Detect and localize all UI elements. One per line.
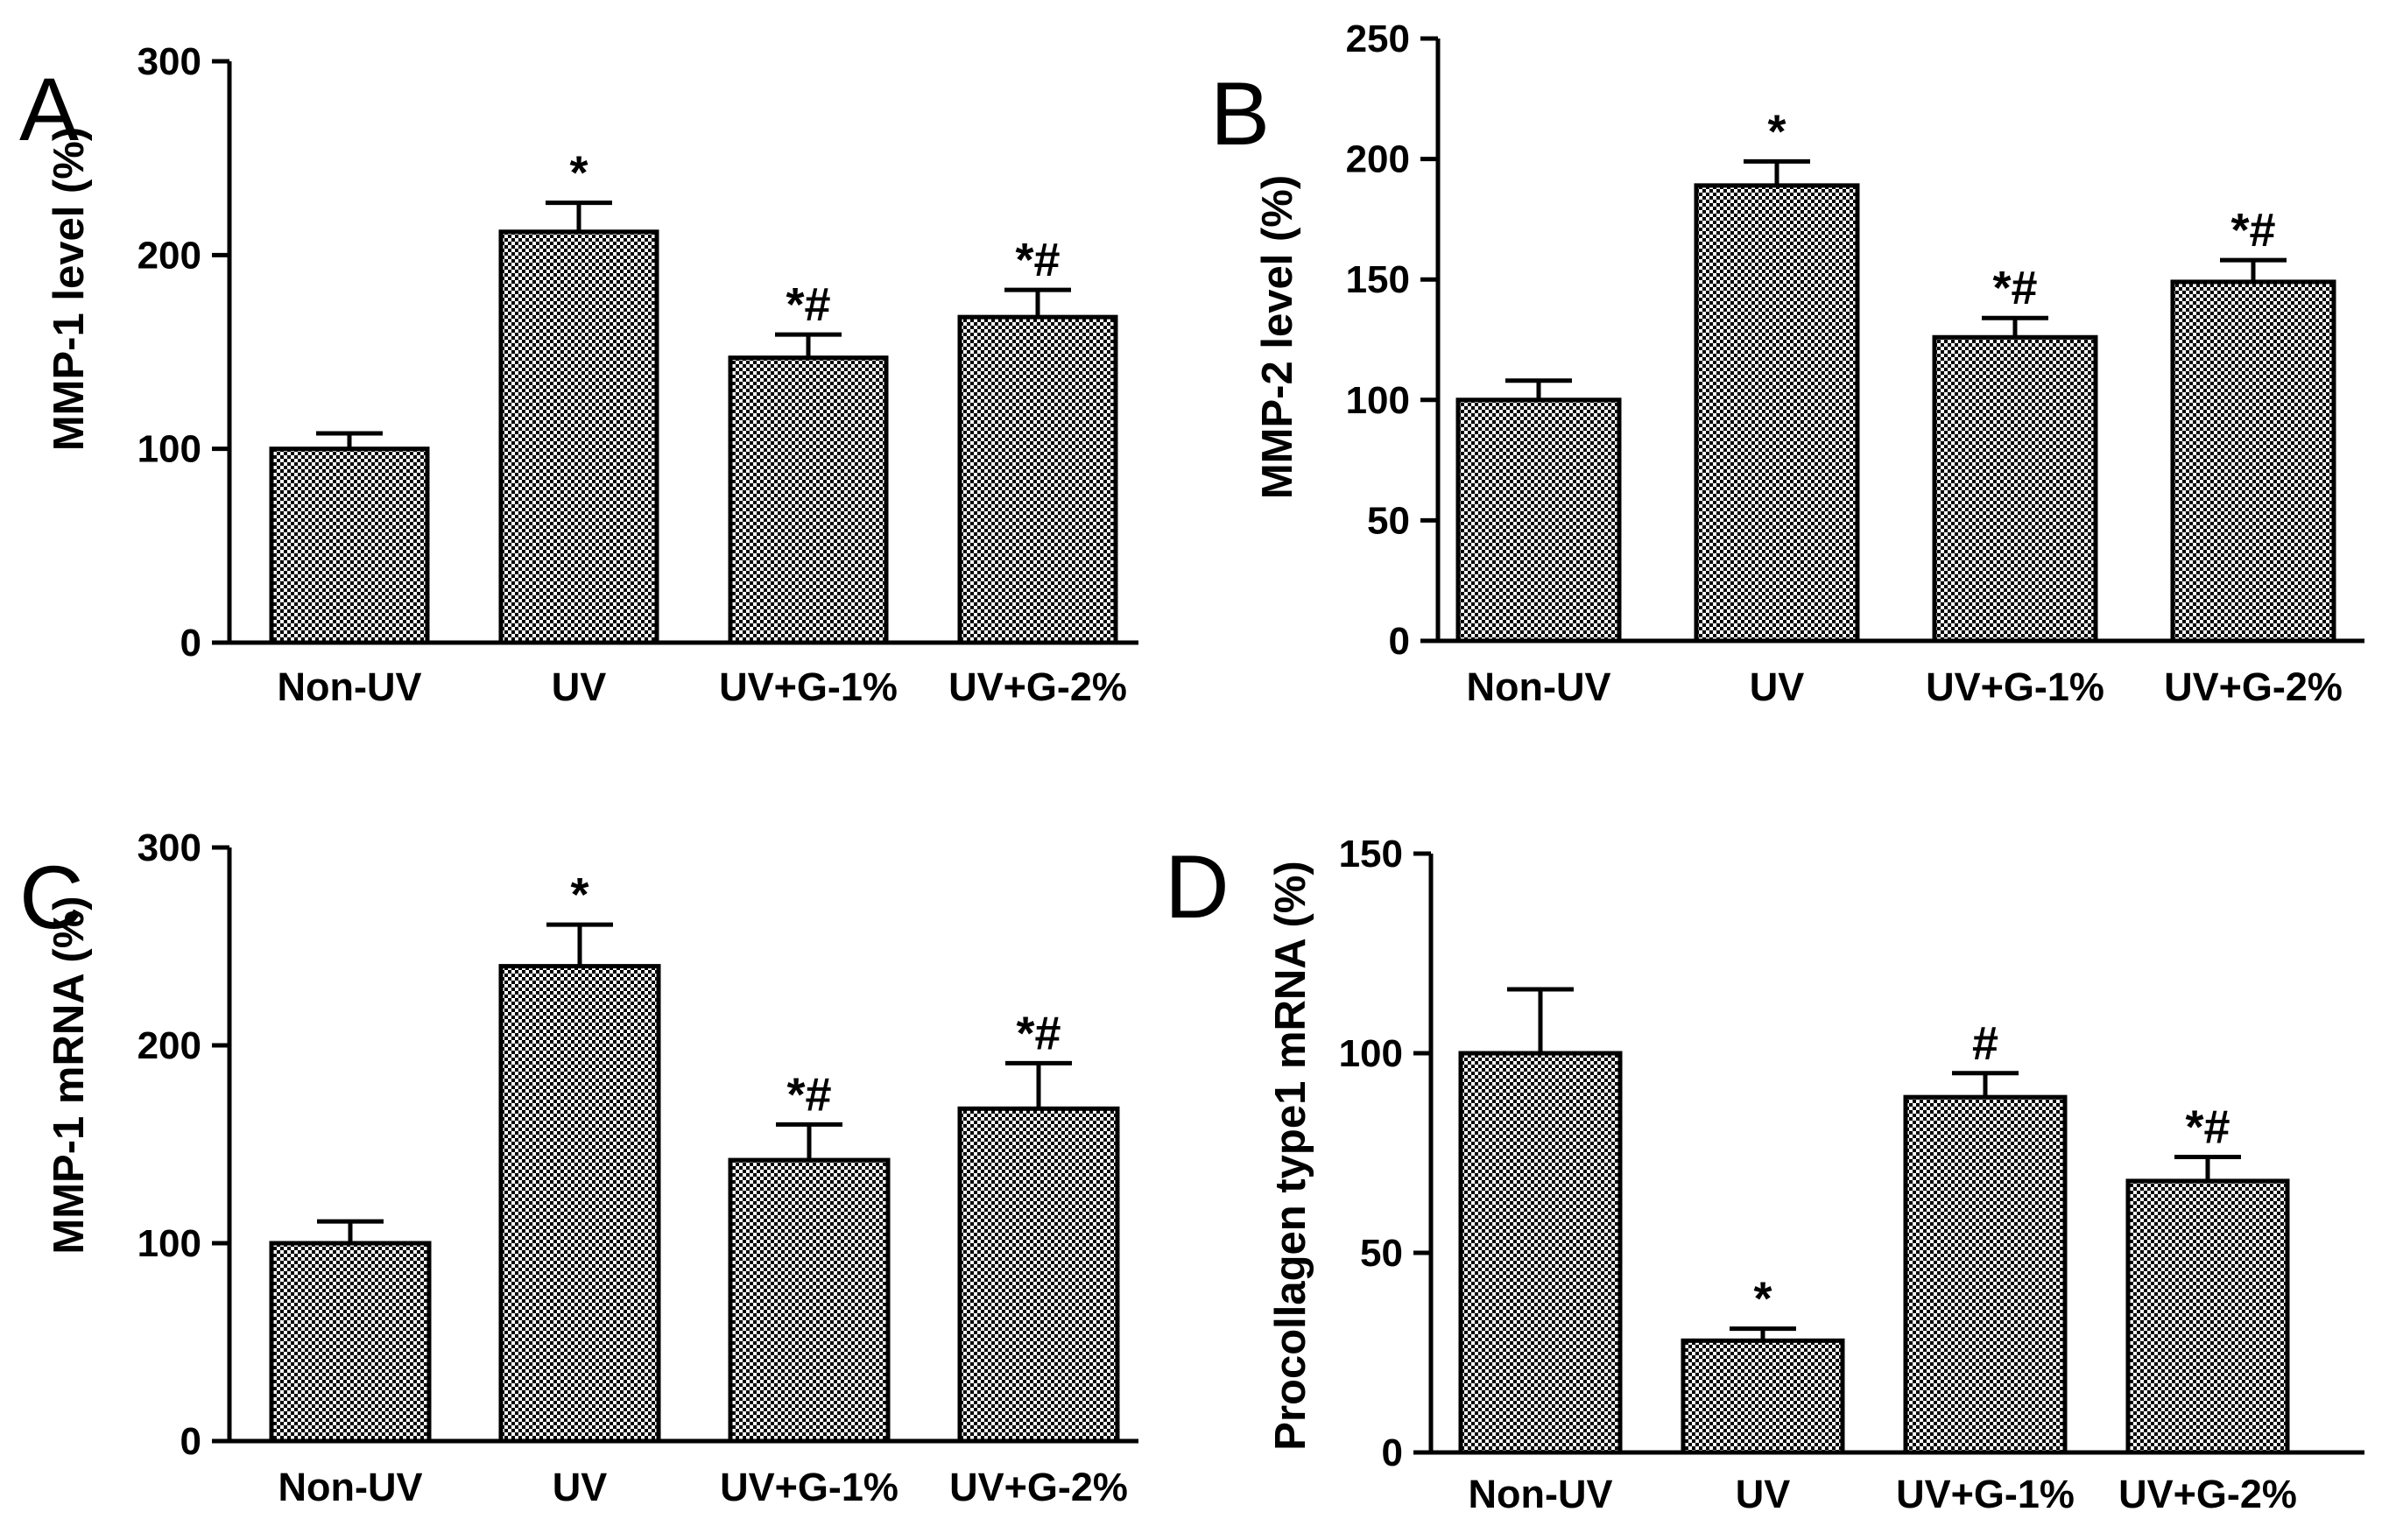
panel-letter: D (1165, 837, 1230, 937)
x-tick-label: Non-UV (278, 665, 422, 709)
y-tick-label: 250 (1346, 18, 1410, 60)
bar-uv-g-1- (728, 1157, 891, 1444)
significance-marker: *# (786, 1068, 831, 1121)
panel-letter: A (19, 60, 79, 159)
x-tick-label: UV (553, 1465, 608, 1509)
bar-non-uv (269, 1241, 432, 1444)
significance-marker: * (1767, 105, 1786, 158)
panel-letter: C (19, 847, 84, 947)
x-tick-label: UV+G-1% (1926, 665, 2104, 709)
x-tick-label: Non-UV (278, 1465, 423, 1509)
x-tick-label: UV+G-2% (948, 665, 1127, 709)
panel-letter: B (1210, 64, 1270, 164)
bar-uv-g-1- (1903, 1094, 2068, 1455)
y-tick-label: 200 (137, 1024, 201, 1067)
significance-marker: # (1972, 1017, 1998, 1070)
y-axis-label: Procollagen type1 mRNA (%) (1267, 861, 1314, 1450)
x-tick-label: UV+G-2% (2164, 665, 2343, 709)
x-tick-label: UV+G-2% (949, 1465, 1128, 1509)
bar-non-uv (1455, 397, 1622, 643)
significance-marker: *# (2230, 204, 2275, 257)
x-tick-label: UV+G-2% (2118, 1472, 2297, 1516)
y-tick-label: 300 (137, 40, 201, 83)
bar-uv-g-1- (1932, 334, 2098, 643)
y-tick-label: 150 (1346, 258, 1410, 301)
y-tick-label: 0 (1389, 620, 1410, 663)
y-axis-label: MMP-1 level (%) (46, 127, 93, 451)
bar-uv-g-2- (2125, 1178, 2290, 1455)
x-tick-label: UV (1750, 665, 1805, 709)
y-tick-label: 200 (1346, 138, 1410, 181)
bar-non-uv (269, 447, 430, 645)
significance-marker: *# (786, 278, 830, 331)
x-tick-label: UV+G-1% (1896, 1472, 2075, 1516)
bar-uv (1681, 1338, 1845, 1455)
y-tick-label: 100 (1339, 1032, 1403, 1075)
x-tick-label: UV+G-1% (720, 1465, 898, 1509)
x-tick-label: Non-UV (1467, 665, 1611, 709)
bar-non-uv (1458, 1051, 1623, 1455)
y-tick-label: 100 (137, 428, 201, 471)
significance-marker: *# (2185, 1101, 2230, 1154)
chart-panel-b: B MMP-2 level (%) Non-UV * UV *# UV+G-1% *# UV+G… (1210, 18, 2364, 709)
bar-uv-g-1- (728, 355, 889, 645)
y-tick-label: 50 (1360, 1232, 1403, 1275)
x-tick-label: Non-UV (1469, 1472, 1613, 1516)
significance-marker: *# (1016, 1007, 1061, 1059)
bar-uv-g-2- (2170, 279, 2336, 643)
x-tick-label: UV (552, 665, 607, 709)
significance-marker: * (569, 147, 588, 200)
bar-uv-g-2- (957, 314, 1118, 645)
y-axis-label: MMP-1 mRNA (%) (46, 896, 93, 1254)
y-axis-label: MMP-2 level (%) (1254, 175, 1301, 499)
bar-uv (498, 964, 661, 1444)
y-tick-label: 0 (180, 1420, 201, 1463)
significance-marker: *# (1992, 262, 2037, 314)
x-tick-label: UV (1736, 1472, 1791, 1516)
y-tick-label: 0 (1382, 1431, 1403, 1474)
y-tick-label: 200 (137, 234, 201, 277)
bar-uv (1694, 183, 1860, 643)
chart-panel-d: D Procollagen type1 mRNA (%) Non-UV * UV # UV+… (1165, 833, 2364, 1516)
significance-marker: *# (1015, 234, 1060, 286)
y-tick-label: 0 (180, 622, 201, 665)
bar-uv-g-2- (957, 1106, 1120, 1444)
x-tick-label: UV+G-1% (719, 665, 898, 709)
y-tick-label: 50 (1367, 499, 1410, 542)
y-tick-label: 150 (1339, 833, 1403, 875)
y-tick-label: 100 (137, 1222, 201, 1265)
bar-uv (498, 229, 659, 645)
significance-marker: * (570, 868, 588, 921)
significance-marker: * (1753, 1273, 1772, 1326)
y-tick-label: 100 (1346, 379, 1410, 422)
y-tick-label: 300 (137, 826, 201, 869)
